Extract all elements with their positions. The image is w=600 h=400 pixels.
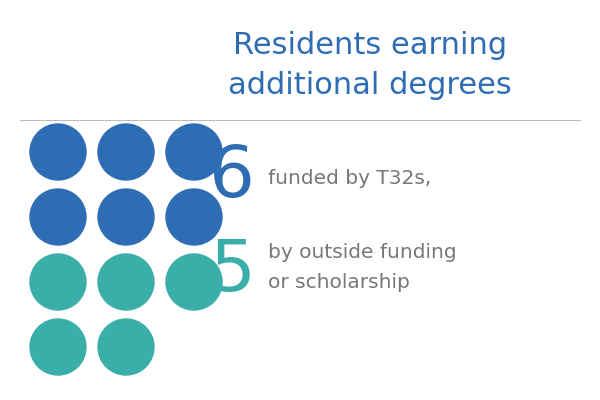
Circle shape (98, 319, 154, 375)
Circle shape (98, 254, 154, 310)
Circle shape (30, 319, 86, 375)
Text: additional degrees: additional degrees (228, 70, 512, 100)
Circle shape (166, 189, 222, 245)
Circle shape (30, 124, 86, 180)
Circle shape (30, 189, 86, 245)
Text: or scholarship: or scholarship (268, 272, 410, 292)
Circle shape (166, 124, 222, 180)
Text: Residents earning: Residents earning (233, 30, 507, 60)
Circle shape (98, 124, 154, 180)
Text: 5: 5 (209, 238, 255, 306)
Text: 6: 6 (209, 144, 255, 212)
Text: by outside funding: by outside funding (268, 242, 457, 262)
Circle shape (166, 254, 222, 310)
Circle shape (30, 254, 86, 310)
Circle shape (98, 189, 154, 245)
Text: funded by T32s,: funded by T32s, (268, 168, 431, 188)
